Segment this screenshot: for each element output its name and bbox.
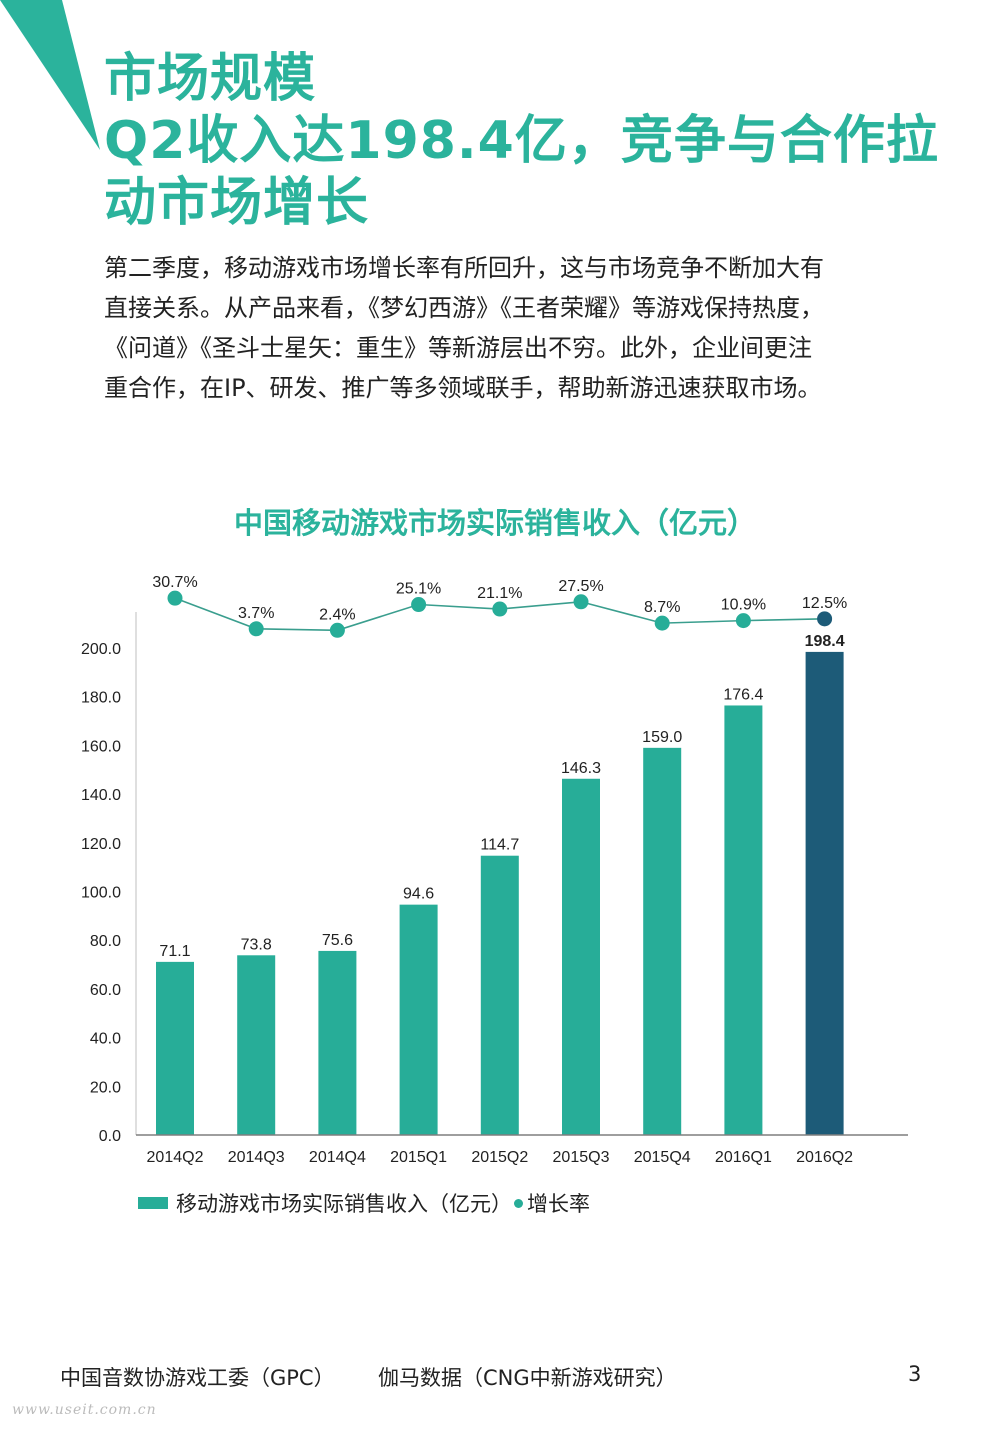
body-line-2: 直接关系。从产品来看，《梦幻西游》《王者荣耀》等游戏保持热度，	[104, 294, 824, 322]
bar-value-label: 176.4	[723, 686, 763, 703]
growth-point-2015Q1	[411, 597, 427, 613]
bar-value-label: 159.0	[642, 729, 682, 746]
y-tick-label: 100.0	[81, 885, 121, 902]
bar-value-label: 94.6	[403, 886, 434, 903]
growth-point-2016Q2	[817, 611, 833, 627]
x-tick-label: 2015Q3	[553, 1149, 610, 1166]
body-line-3: 《问道》《圣斗士星矢：重生》等新游层出不穷。此外，企业间更注	[104, 334, 812, 362]
growth-label: 27.5%	[558, 578, 603, 595]
body-line-4: 重合作，在IP、研发、推广等多领域联手，帮助新游迅速获取市场。	[104, 374, 822, 402]
revenue-chart: 0.0 20.0 40.0 60.0 80.0 100.0 120.0 140.0 160.0 1…	[81, 574, 908, 1166]
body-paragraph: 第二季度，移动游戏市场增长率有所回升，这与市场竞争不断加大有 直接关系。从产品来…	[104, 248, 904, 408]
y-tick-label: 80.0	[90, 933, 121, 950]
page-number: 3	[908, 1362, 922, 1386]
y-tick-label: 140.0	[81, 787, 121, 804]
y-tick-label: 200.0	[81, 641, 121, 658]
legend-dot-swatch	[514, 1198, 523, 1208]
footer-source-cng: 伽马数据（CNG中新游戏研究）	[378, 1366, 677, 1390]
body-line-1: 第二季度，移动游戏市场增长率有所回升，这与市场竞争不断加大有	[104, 254, 824, 282]
corner-decoration	[0, 0, 100, 150]
footer-source-gpc: 中国音数协游戏工委（GPC）	[60, 1366, 335, 1390]
x-tick-label: 2014Q4	[309, 1149, 366, 1166]
bar-2014Q3	[237, 955, 276, 1135]
x-tick-label: 2014Q3	[228, 1149, 285, 1166]
growth-point-2014Q4	[329, 622, 345, 638]
bar-value-label: 146.3	[561, 760, 601, 777]
watermark: www.useit.com.cn	[12, 1402, 157, 1418]
y-tick-label: 60.0	[90, 982, 121, 999]
growth-label: 12.5%	[802, 595, 847, 612]
y-tick-label: 40.0	[90, 1031, 121, 1048]
x-tick-label: 2014Q2	[147, 1149, 204, 1166]
growth-point-2015Q3	[573, 594, 589, 610]
chart-title: 中国移动游戏市场实际销售收入（亿元）	[233, 506, 756, 540]
bar-2015Q3	[562, 778, 600, 1135]
growth-label: 21.1%	[477, 585, 522, 602]
bar-2015Q2	[480, 855, 519, 1135]
growth-point-2016Q1	[735, 613, 751, 629]
bar-value-label: 71.1	[159, 943, 190, 960]
growth-point-2014Q2	[167, 590, 183, 606]
bar-2016Q1	[724, 705, 763, 1135]
y-tick-label: 0.0	[99, 1128, 121, 1145]
bar-value-label: 75.6	[322, 932, 353, 949]
growth-label: 30.7%	[152, 574, 197, 591]
y-tick-label: 20.0	[90, 1079, 121, 1096]
legend-bar-label: 移动游戏市场实际销售收入（亿元）	[176, 1192, 512, 1216]
growth-label: 2.4%	[319, 606, 355, 623]
bar-value-label: 73.8	[241, 936, 272, 953]
page-title: 市场规模 Q2收入达198.4亿，竞争与合作拉 动市场增长	[104, 48, 964, 234]
y-tick-label: 160.0	[81, 738, 121, 755]
bar-2016Q2	[805, 651, 844, 1135]
growth-point-2015Q2	[492, 601, 508, 617]
title-line-2: Q2收入达198.4亿，竞争与合作拉	[104, 111, 939, 171]
title-line-1: 市场规模	[104, 49, 317, 109]
bar-value-label: 114.7	[480, 837, 519, 854]
y-tick-label: 180.0	[81, 690, 121, 707]
bar-2015Q4	[643, 747, 682, 1135]
legend-bar-swatch	[138, 1197, 168, 1209]
y-tick-label: 120.0	[81, 836, 121, 853]
bar-2015Q1	[399, 904, 438, 1135]
growth-label: 25.1%	[396, 581, 441, 598]
x-tick-label: 2016Q2	[796, 1149, 853, 1166]
bar-value-label: 198.4	[805, 633, 845, 650]
x-tick-label: 2015Q4	[634, 1149, 691, 1166]
growth-label: 8.7%	[644, 599, 680, 616]
bar-2014Q4	[318, 950, 357, 1135]
growth-label: 3.7%	[238, 605, 274, 622]
x-tick-label: 2015Q2	[471, 1149, 528, 1166]
growth-point-2014Q3	[248, 621, 264, 637]
bar-2014Q2	[156, 961, 194, 1135]
chart-legend: 移动游戏市场实际销售收入（亿元） 增长率	[138, 1188, 590, 1218]
legend-line-label: 增长率	[527, 1192, 590, 1216]
title-line-3: 动市场增长	[104, 173, 370, 233]
growth-point-2015Q4	[654, 615, 670, 631]
growth-label: 10.9%	[721, 597, 766, 614]
x-tick-label: 2015Q1	[390, 1149, 447, 1166]
x-tick-label: 2016Q1	[715, 1149, 772, 1166]
